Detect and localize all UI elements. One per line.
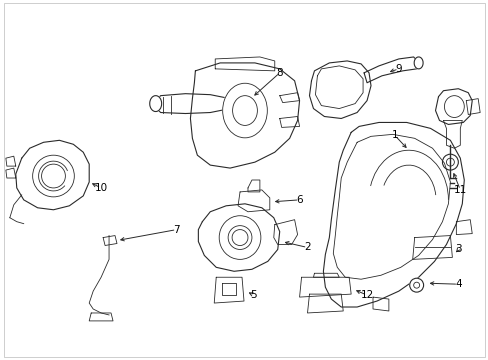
Circle shape <box>413 282 419 288</box>
Polygon shape <box>238 190 269 212</box>
Ellipse shape <box>222 83 267 138</box>
Text: 10: 10 <box>94 183 107 193</box>
Text: 5: 5 <box>250 290 257 300</box>
Text: 11: 11 <box>453 185 466 195</box>
Polygon shape <box>273 220 297 244</box>
Polygon shape <box>307 294 343 313</box>
Polygon shape <box>155 94 230 113</box>
Polygon shape <box>364 57 418 83</box>
Polygon shape <box>372 297 388 311</box>
Polygon shape <box>214 277 244 303</box>
Polygon shape <box>435 89 471 125</box>
Polygon shape <box>455 220 471 235</box>
Polygon shape <box>6 168 16 178</box>
Circle shape <box>409 278 423 292</box>
Polygon shape <box>412 235 451 260</box>
Ellipse shape <box>444 96 463 117</box>
Polygon shape <box>313 273 339 277</box>
Text: 7: 7 <box>173 225 180 235</box>
Polygon shape <box>299 277 350 297</box>
Polygon shape <box>279 93 299 103</box>
Text: 9: 9 <box>395 64 401 74</box>
Text: 1: 1 <box>391 130 397 140</box>
Text: 6: 6 <box>296 195 302 205</box>
Polygon shape <box>323 122 463 307</box>
Polygon shape <box>89 313 113 321</box>
Polygon shape <box>16 140 89 210</box>
Ellipse shape <box>149 96 162 112</box>
Polygon shape <box>279 117 299 127</box>
Ellipse shape <box>413 57 422 69</box>
Text: 2: 2 <box>304 243 310 252</box>
Polygon shape <box>466 99 479 114</box>
Ellipse shape <box>33 155 74 197</box>
Ellipse shape <box>232 96 257 125</box>
Text: 8: 8 <box>276 68 283 78</box>
Text: 3: 3 <box>454 244 461 255</box>
Text: 4: 4 <box>454 279 461 289</box>
Text: 12: 12 <box>360 290 373 300</box>
Polygon shape <box>103 235 117 246</box>
Polygon shape <box>198 204 279 271</box>
Polygon shape <box>6 156 16 166</box>
Polygon shape <box>309 61 370 118</box>
Ellipse shape <box>219 216 260 260</box>
Polygon shape <box>247 180 259 192</box>
Polygon shape <box>190 63 299 168</box>
